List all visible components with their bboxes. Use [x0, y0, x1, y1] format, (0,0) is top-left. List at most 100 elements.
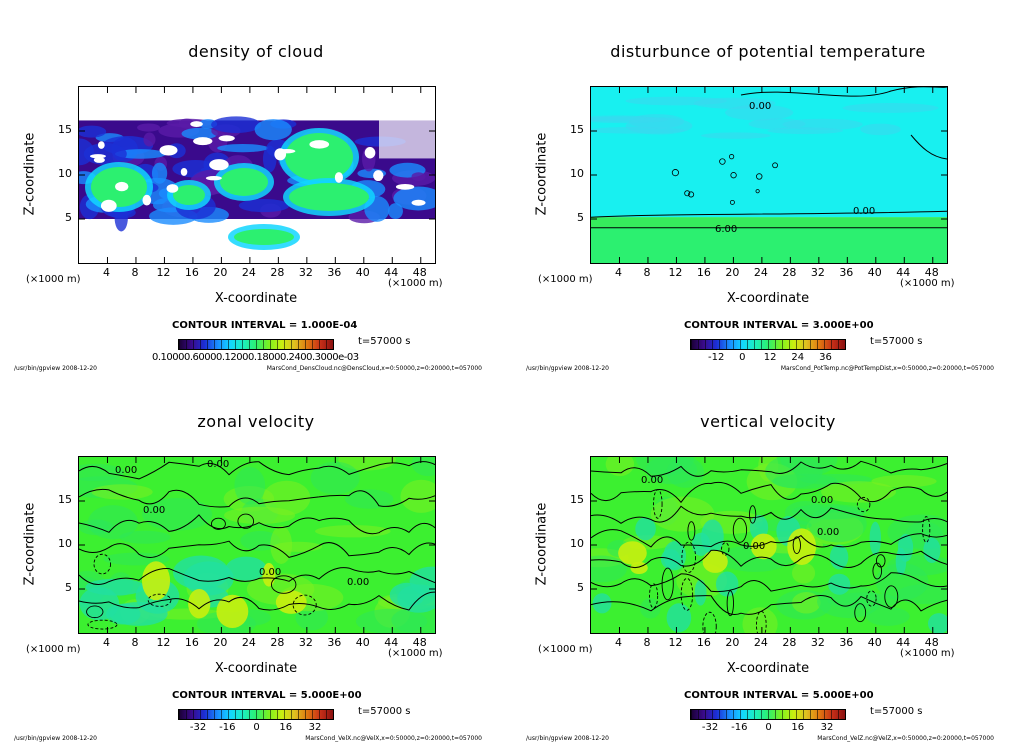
- velocity-patch: [270, 526, 293, 564]
- velocity-patch: [310, 461, 360, 495]
- contour-loop: [661, 567, 674, 601]
- contour-loop: [732, 517, 748, 543]
- contour-label: 0.00: [115, 465, 137, 476]
- footer-left: /usr/bin/gpview 2008-12-20: [14, 735, 97, 742]
- x-tick-label: 8: [643, 266, 651, 279]
- chart-title: density of cloud: [188, 42, 324, 61]
- x-axis-label: X-coordinate: [726, 661, 810, 676]
- contour-loop: [87, 619, 118, 630]
- positive-velocity-cell: [216, 594, 249, 629]
- positive-velocity-cell: [750, 533, 777, 560]
- colorbar-tick-label: 32: [820, 722, 834, 733]
- colorbar-tick-label: -16: [219, 722, 236, 733]
- x-tick-label: 24: [753, 636, 768, 649]
- y-axis-label: Z-coordinate: [22, 132, 38, 216]
- cloud-blob: [151, 162, 168, 184]
- cloud-core-green: [285, 133, 353, 181]
- contour-loop: [922, 516, 931, 543]
- cloud-blob: [79, 125, 107, 138]
- contour-loop: [86, 605, 104, 619]
- x-tick-label: 24: [241, 636, 256, 649]
- x-tick-label: 44: [384, 636, 399, 649]
- contour-loop: [856, 496, 871, 513]
- x-tick-label: 16: [696, 266, 711, 279]
- x-tick-label: 24: [241, 266, 256, 279]
- contour-label: 0.00: [853, 206, 875, 217]
- negative-velocity-cell: [663, 541, 687, 571]
- chart-panel-2: disturbunce of potential temperature Z-co…: [512, 0, 1024, 372]
- negative-velocity-cell: [715, 571, 739, 597]
- cloud-blob: [393, 186, 435, 211]
- x-tick-label: 12: [668, 636, 683, 649]
- negative-velocity-cell: [869, 521, 882, 556]
- colorbar-tick-label: -16: [731, 722, 748, 733]
- cloud-gap: [364, 147, 376, 159]
- x-unit-left: (×1000 m): [26, 274, 81, 285]
- contour-label: 0.00: [811, 495, 833, 506]
- cloud-core-green: [289, 183, 369, 211]
- cloud-blob: [115, 149, 167, 159]
- contour-line: [79, 567, 435, 585]
- y-tick-label: 10: [58, 537, 72, 550]
- x-tick-label: 32: [810, 266, 825, 279]
- contour-line: [79, 461, 435, 480]
- contour-island: [729, 199, 735, 205]
- cloud-gap: [100, 199, 117, 212]
- contour-label: 0.00: [743, 541, 765, 552]
- time-stamp: t=57000 s: [870, 706, 923, 717]
- contour-loop: [93, 553, 112, 575]
- chart-title: zonal velocity: [197, 412, 315, 431]
- x-tick-label: 48: [412, 636, 427, 649]
- positive-velocity-cell: [188, 589, 211, 619]
- y-axis-label: Z-coordinate: [534, 502, 550, 586]
- contour-loop: [681, 541, 696, 573]
- contour-island: [671, 169, 679, 177]
- y-axis-label: Z-coordinate: [534, 132, 550, 216]
- contour-loop: [292, 594, 317, 616]
- negative-velocity-cell: [666, 603, 692, 633]
- x-tick-label: 20: [213, 266, 228, 279]
- cloud-blob: [181, 127, 218, 140]
- velocity-patch: [817, 584, 881, 619]
- cloud-gap: [334, 172, 343, 183]
- contour-line: [591, 595, 947, 616]
- theta-band: [782, 118, 863, 131]
- theta-band: [591, 116, 668, 124]
- colorbar: [690, 339, 846, 350]
- positive-velocity-cell: [275, 590, 307, 614]
- x-tick-label: 8: [131, 266, 139, 279]
- cloud-blob: [178, 118, 195, 129]
- contour-line: [591, 460, 947, 477]
- colorbar: [178, 339, 334, 350]
- contour-loop: [237, 513, 255, 529]
- x-tick-label: 16: [184, 636, 199, 649]
- velocity-patch: [792, 562, 816, 584]
- x-tick-label: 28: [782, 266, 797, 279]
- chart-panel-3: zonal velocity Z-coordinate 0.00 0.00 0.00 0.…: [0, 370, 512, 742]
- time-stamp: t=57000 s: [358, 706, 411, 717]
- contour-label: 6.00: [715, 224, 737, 235]
- negative-velocity-cell: [923, 537, 941, 563]
- cloud-gap: [309, 140, 330, 149]
- heatmap-field: 0.00 0.00 0.00 0.00 0.00: [79, 457, 435, 633]
- cloud-gap: [395, 183, 415, 190]
- x-tick-label: 12: [668, 266, 683, 279]
- y-tick-label: 5: [577, 211, 584, 224]
- x-tick-label: 48: [412, 266, 427, 279]
- heatmap-field: [79, 87, 435, 263]
- negative-velocity-cell: [409, 566, 435, 596]
- velocity-patch: [821, 481, 896, 503]
- y-tick-label: 15: [58, 123, 72, 136]
- contour-line: [910, 134, 947, 160]
- colorbar-tick-label: -32: [701, 722, 719, 733]
- heatmap-field: 0.00 0.00 6.00: [591, 87, 947, 263]
- velocity-patch: [87, 505, 138, 540]
- x-tick-label: 24: [753, 266, 768, 279]
- cloud-gap: [166, 184, 179, 193]
- chart-panel-4: vertical velocity Z-coordinate 0.00 0.00 0.0…: [512, 370, 1024, 742]
- cloud-blob: [83, 143, 127, 165]
- contour-interval: CONTOUR INTERVAL = 5.000E+00: [172, 690, 362, 701]
- cloud-clear-region: [379, 118, 435, 159]
- footer-left: /usr/bin/gpview 2008-12-20: [526, 365, 609, 372]
- contour-loop: [211, 517, 226, 530]
